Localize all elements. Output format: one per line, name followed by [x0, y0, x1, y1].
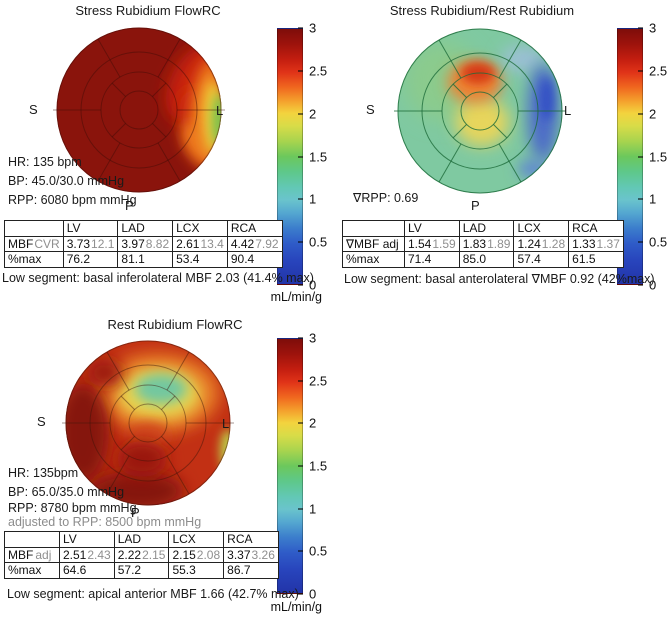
- col-header-lv: LV: [404, 220, 460, 237]
- value-cell: 86.7: [223, 562, 279, 579]
- value-cell: 71.4: [404, 251, 460, 268]
- rest-title: Rest Rubidium FlowRC: [107, 317, 243, 332]
- ratio-low-segment-note: Low segment: basal anterolateral ∇MBF 0.…: [344, 272, 655, 286]
- ratio-label-s: S: [366, 102, 375, 117]
- rest-rpp-line: RPP: 8780 bpm mmHg: [8, 501, 137, 515]
- col-header-lad: LAD: [117, 220, 174, 237]
- stress-polar-map: [52, 27, 226, 193]
- rest-polar-map: [61, 340, 235, 506]
- table-header-row: LV LAD LCX RCA: [4, 531, 279, 548]
- table-row-mbf: MBF adj 2.512.43 2.222.15 2.152.08 3.373.…: [4, 546, 279, 563]
- rest-colorbar: 3 2.5 2 1.5 1 0.5 0: [277, 331, 327, 602]
- stress-title: Stress Rubidium FlowRC: [75, 3, 221, 18]
- value-cell: 64.6: [59, 562, 115, 579]
- rest-label-s: S: [37, 414, 46, 429]
- table-row-pctmax: %max 71.4 85.0 57.4 61.5: [342, 251, 624, 268]
- value-cell: 90.4: [226, 251, 283, 268]
- table-row-pctmax: %max 64.6 57.2 55.3 86.7: [4, 562, 279, 579]
- stress-label-p: P: [125, 198, 134, 213]
- stress-low-segment-note: Low segment: basal inferolateral MBF 2.0…: [2, 271, 314, 285]
- value-cell: 3.7312.1: [62, 235, 119, 252]
- col-header-lcx: LCX: [172, 220, 228, 237]
- ratio-label-p: P: [471, 198, 480, 213]
- rest-flow-table: LV LAD LCX RCA MBF adj 2.512.43 2.222.15 …: [4, 531, 279, 579]
- value-cell: 85.0: [458, 251, 515, 268]
- value-cell: 55.3: [168, 562, 225, 579]
- rest-label-p: P: [131, 505, 140, 520]
- row-label-mbf-adj: MBF adj: [4, 546, 60, 563]
- value-cell: 57.4: [513, 251, 570, 268]
- rest-hr-line: HR: 135bpm: [8, 466, 79, 480]
- col-header-lcx: LCX: [168, 531, 225, 548]
- ratio-label-l: L: [564, 103, 572, 118]
- row-label-pctmax: %max: [4, 562, 60, 579]
- col-header-rca: RCA: [226, 220, 283, 237]
- col-header-rca: RCA: [568, 220, 624, 237]
- stress-colorbar-unit: mL/min/g: [270, 290, 322, 304]
- value-cell: 1.541.59: [404, 235, 460, 252]
- stress-bp-line: BP: 45.0/30.0 mmHg: [8, 174, 125, 188]
- stress-label-l: L: [216, 103, 224, 118]
- stress-stats: HR: 135 bpm BP: 45.0/30.0 mmHg RPP: 6080…: [8, 153, 137, 210]
- value-cell: 3.978.82: [117, 235, 174, 252]
- value-cell: 1.831.89: [458, 235, 515, 252]
- value-cell: 57.2: [113, 562, 170, 579]
- rest-bp-line: BP: 65.0/35.0 mmHg: [8, 485, 125, 499]
- value-cell: 76.2: [62, 251, 119, 268]
- col-header-lad: LAD: [458, 220, 515, 237]
- value-cell: 61.5: [568, 251, 624, 268]
- rest-label-l: L: [222, 416, 230, 431]
- col-header-blank: [4, 220, 64, 237]
- value-cell: 81.1: [117, 251, 174, 268]
- col-header-rca: RCA: [223, 531, 279, 548]
- row-label-pctmax: %max: [342, 251, 405, 268]
- ratio-title: Stress Rubidium/Rest Rubidium: [389, 3, 575, 18]
- ratio-polar-map: [393, 28, 567, 194]
- value-cell: 3.373.26: [223, 546, 279, 563]
- value-cell: 1.331.37: [568, 235, 624, 252]
- value-cell: 2.6113.4: [172, 235, 228, 252]
- col-header-blank: [4, 531, 60, 548]
- col-header-lv: LV: [59, 531, 115, 548]
- value-cell: 53.4: [172, 251, 228, 268]
- col-header-lad: LAD: [113, 531, 170, 548]
- rest-low-segment-note: Low segment: apical anterior MBF 1.66 (4…: [7, 587, 299, 601]
- value-cell: 2.512.43: [59, 546, 115, 563]
- table-header-row: LV LAD LCX RCA: [342, 220, 624, 237]
- table-row-mbf: MBFCVR 3.7312.1 3.978.82 2.6113.4 4.427.…: [4, 235, 283, 252]
- ratio-vrpp-line: ∇RPP: 0.69: [353, 191, 419, 205]
- stress-hr-line: HR: 135 bpm: [8, 155, 82, 169]
- col-header-blank: [342, 220, 405, 237]
- adjusted-rpp-line: adjusted to RPP: 8500 bpm mmHg: [8, 515, 202, 529]
- stress-flow-table: LV LAD LCX RCA MBFCVR 3.7312.1 3.978.82 …: [4, 220, 283, 268]
- table-row-pctmax: %max 76.2 81.1 53.4 90.4: [4, 251, 283, 268]
- stress-label-s: S: [29, 102, 38, 117]
- stress-rpp-line: RPP: 6080 bpm mmHg: [8, 193, 137, 207]
- col-header-lcx: LCX: [513, 220, 570, 237]
- col-header-lv: LV: [62, 220, 119, 237]
- row-label-vmbf-adj: ∇MBF adj: [342, 235, 405, 252]
- value-cell: 1.241.28: [513, 235, 570, 252]
- rest-colorbar-unit: mL/min/g: [270, 600, 322, 614]
- table-header-row: LV LAD LCX RCA: [4, 220, 283, 237]
- table-row-vmbf: ∇MBF adj 1.541.59 1.831.89 1.241.28 1.33…: [342, 235, 624, 252]
- ratio-flow-table: LV LAD LCX RCA ∇MBF adj 1.541.59 1.831.8…: [342, 220, 624, 268]
- value-cell: 2.222.15: [113, 546, 170, 563]
- value-cell: 2.152.08: [168, 546, 225, 563]
- value-cell: 4.427.92: [226, 235, 283, 252]
- row-label-pctmax: %max: [4, 251, 64, 268]
- row-label-mbf-cvr: MBFCVR: [4, 235, 64, 252]
